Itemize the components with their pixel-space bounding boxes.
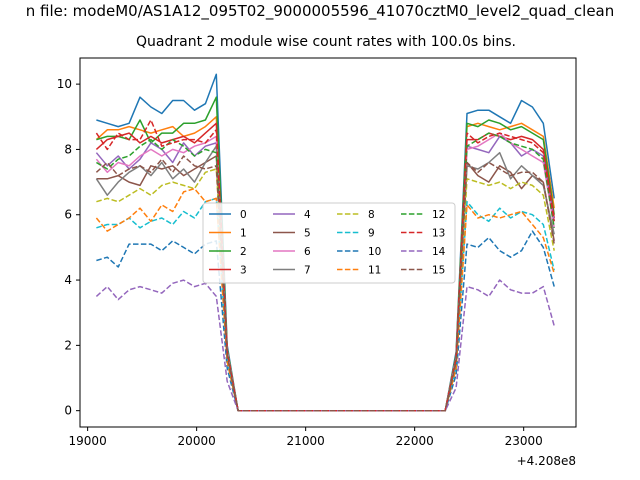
legend-label: 12 — [432, 209, 445, 221]
figure-suptitle: n file: modeM0/AS1A12_095T02_9000005596_… — [25, 2, 615, 20]
legend-label: 0 — [240, 209, 247, 221]
legend-box — [202, 202, 456, 284]
x-tick-label: 19000 — [69, 434, 107, 448]
legend-label: 7 — [304, 265, 311, 277]
legend-label: 3 — [240, 265, 247, 277]
y-tick-label: 10 — [57, 77, 72, 91]
y-tick-label: 0 — [64, 404, 72, 418]
plot-frame — [79, 57, 577, 428]
legend-label: 9 — [368, 228, 375, 240]
series-line-12 — [96, 132, 555, 412]
legend-label: 13 — [432, 228, 445, 240]
legend-label: 10 — [368, 246, 381, 258]
legend-label: 8 — [368, 209, 375, 221]
legend-label: 6 — [304, 246, 311, 258]
y-tick-label: 2 — [64, 338, 72, 352]
legend-label: 14 — [432, 246, 446, 258]
legend-label: 5 — [304, 228, 311, 240]
legend-label: 1 — [240, 228, 247, 240]
y-tick-label: 8 — [64, 142, 72, 156]
x-axis: 19000 20000 21000 22000 23000 — [69, 427, 543, 448]
y-tick-label: 4 — [64, 273, 72, 287]
x-tick-label: 22000 — [396, 434, 434, 448]
series-line-14 — [95, 279, 555, 412]
y-tick-label: 6 — [64, 208, 72, 222]
chart-title: Quadrant 2 module wise count rates with … — [136, 34, 516, 50]
series-line-15 — [95, 155, 555, 412]
series-layer — [95, 73, 555, 412]
legend-label: 4 — [304, 209, 311, 221]
y-axis: 0 2 4 6 8 10 — [57, 77, 80, 418]
legend-label: 11 — [368, 265, 381, 277]
x-offset-text: +4.208e8 — [517, 454, 576, 468]
legend-label: 15 — [432, 265, 445, 277]
legend-label: 2 — [240, 246, 247, 258]
x-tick-label: 21000 — [287, 434, 325, 448]
x-tick-label: 20000 — [178, 434, 216, 448]
x-tick-label: 23000 — [505, 434, 543, 448]
